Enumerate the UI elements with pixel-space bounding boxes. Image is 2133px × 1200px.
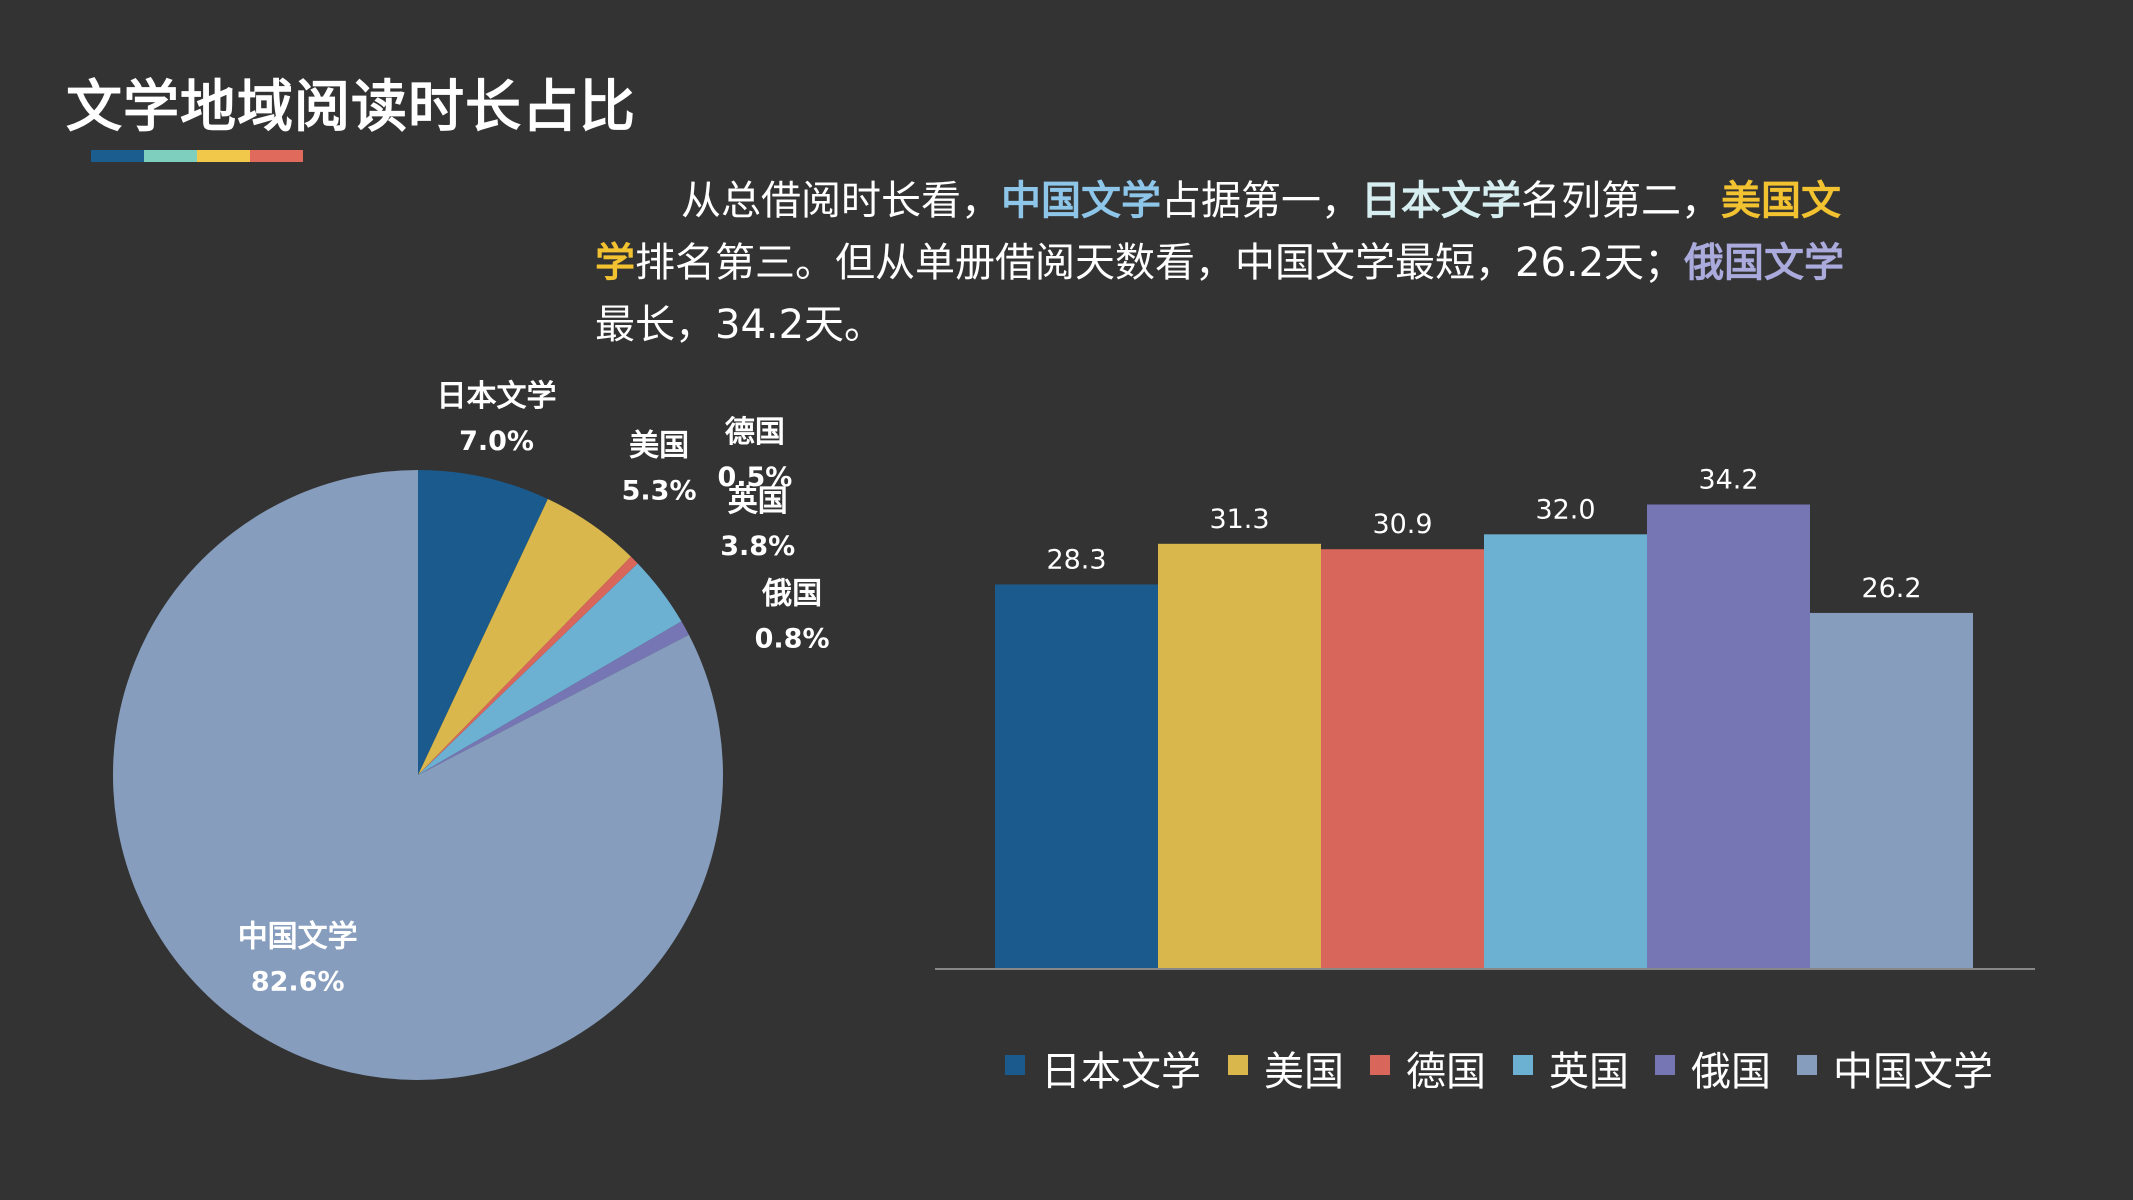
summary-part-4: 排名第三。但从单册借阅天数看，中国文学最短，26.2天； (635, 240, 1685, 286)
summary-part-2: 占据第一， (1161, 178, 1361, 224)
legend-label: 日本文学 (1041, 1049, 1201, 1095)
bar-value-label: 34.2 (1698, 465, 1758, 496)
pie-value-label: 3.8% (720, 531, 795, 562)
underline-segment-4 (250, 150, 303, 162)
pie-value-label: 0.8% (755, 623, 830, 654)
pie-slice (418, 499, 631, 775)
highlight-japan: 日本文学 (1361, 178, 1521, 224)
bar (995, 584, 1158, 968)
bar-value-label: 26.2 (1861, 573, 1921, 604)
summary-part-1: 从总借阅时长看， (681, 178, 1001, 224)
summary-text: 从总借阅时长看，中国文学占据第一，日本文学名列第二，美国文学排名第三。但从单册借… (595, 170, 1865, 356)
pie-category-label: 俄国 (761, 576, 822, 611)
summary-part-5: 最长，34.2天。 (595, 302, 885, 348)
bar (1647, 504, 1810, 968)
underline-segment-3 (197, 150, 250, 162)
pie-slice (418, 563, 682, 775)
legend-label: 俄国 (1691, 1049, 1771, 1095)
legend-swatch (1797, 1055, 1817, 1075)
bar-value-label: 32.0 (1535, 494, 1595, 525)
bar (1810, 612, 1973, 968)
pie-slice (418, 621, 689, 775)
pie-slice (418, 470, 548, 775)
underline-segment-1 (91, 150, 144, 162)
legend-label: 美国 (1264, 1049, 1344, 1095)
bar-value-label: 31.3 (1209, 504, 1269, 535)
pie-value-label: 82.6% (251, 967, 345, 998)
pie-category-label: 美国 (629, 428, 689, 463)
pie-category-label: 德国 (725, 415, 785, 450)
underline-segment-2 (144, 150, 197, 162)
pie-category-label: 日本文学 (437, 379, 557, 414)
bar (1484, 534, 1647, 968)
pie-value-label: 5.3% (622, 475, 697, 506)
legend-label: 德国 (1406, 1049, 1486, 1095)
legend-swatch (1513, 1055, 1533, 1075)
highlight-russia: 俄国文学 (1684, 240, 1845, 286)
summary-part-3: 名列第二， (1521, 178, 1721, 224)
highlight-china: 中国文学 (1001, 178, 1161, 224)
legend-swatch (1005, 1055, 1025, 1075)
pie-category-label: 中国文学 (238, 920, 358, 955)
bar (1158, 543, 1321, 968)
legend-swatch (1228, 1055, 1248, 1075)
highlight-usa: 美国文学 (595, 178, 1841, 286)
legend-swatch (1655, 1055, 1675, 1075)
pie-value-label: 0.5% (717, 462, 792, 493)
pie-category-label: 英国 (728, 484, 788, 519)
page-title: 文学地域阅读时长占比 (66, 75, 636, 140)
bar-value-label: 30.9 (1372, 509, 1432, 540)
bar (1321, 549, 1484, 968)
pie-slice (418, 556, 638, 775)
legend-label: 英国 (1549, 1049, 1629, 1095)
pie-slice (112, 470, 723, 1080)
title-underline (91, 150, 303, 162)
bar-value-label: 28.3 (1046, 544, 1106, 575)
pie-value-label: 7.0% (459, 426, 534, 457)
legend-swatch (1370, 1055, 1390, 1075)
legend-label: 中国文学 (1833, 1049, 1993, 1095)
